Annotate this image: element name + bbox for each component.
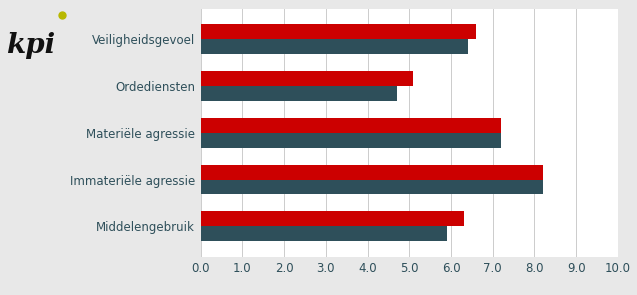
Bar bbox=[201, 39, 468, 54]
Bar bbox=[201, 165, 543, 179]
Bar bbox=[201, 24, 476, 39]
Bar bbox=[201, 71, 413, 86]
Bar bbox=[201, 211, 464, 226]
Bar bbox=[201, 226, 447, 241]
Bar bbox=[201, 179, 543, 194]
Text: kpi: kpi bbox=[6, 32, 55, 60]
Bar bbox=[201, 118, 501, 133]
Bar bbox=[201, 86, 397, 101]
Bar bbox=[201, 133, 501, 148]
